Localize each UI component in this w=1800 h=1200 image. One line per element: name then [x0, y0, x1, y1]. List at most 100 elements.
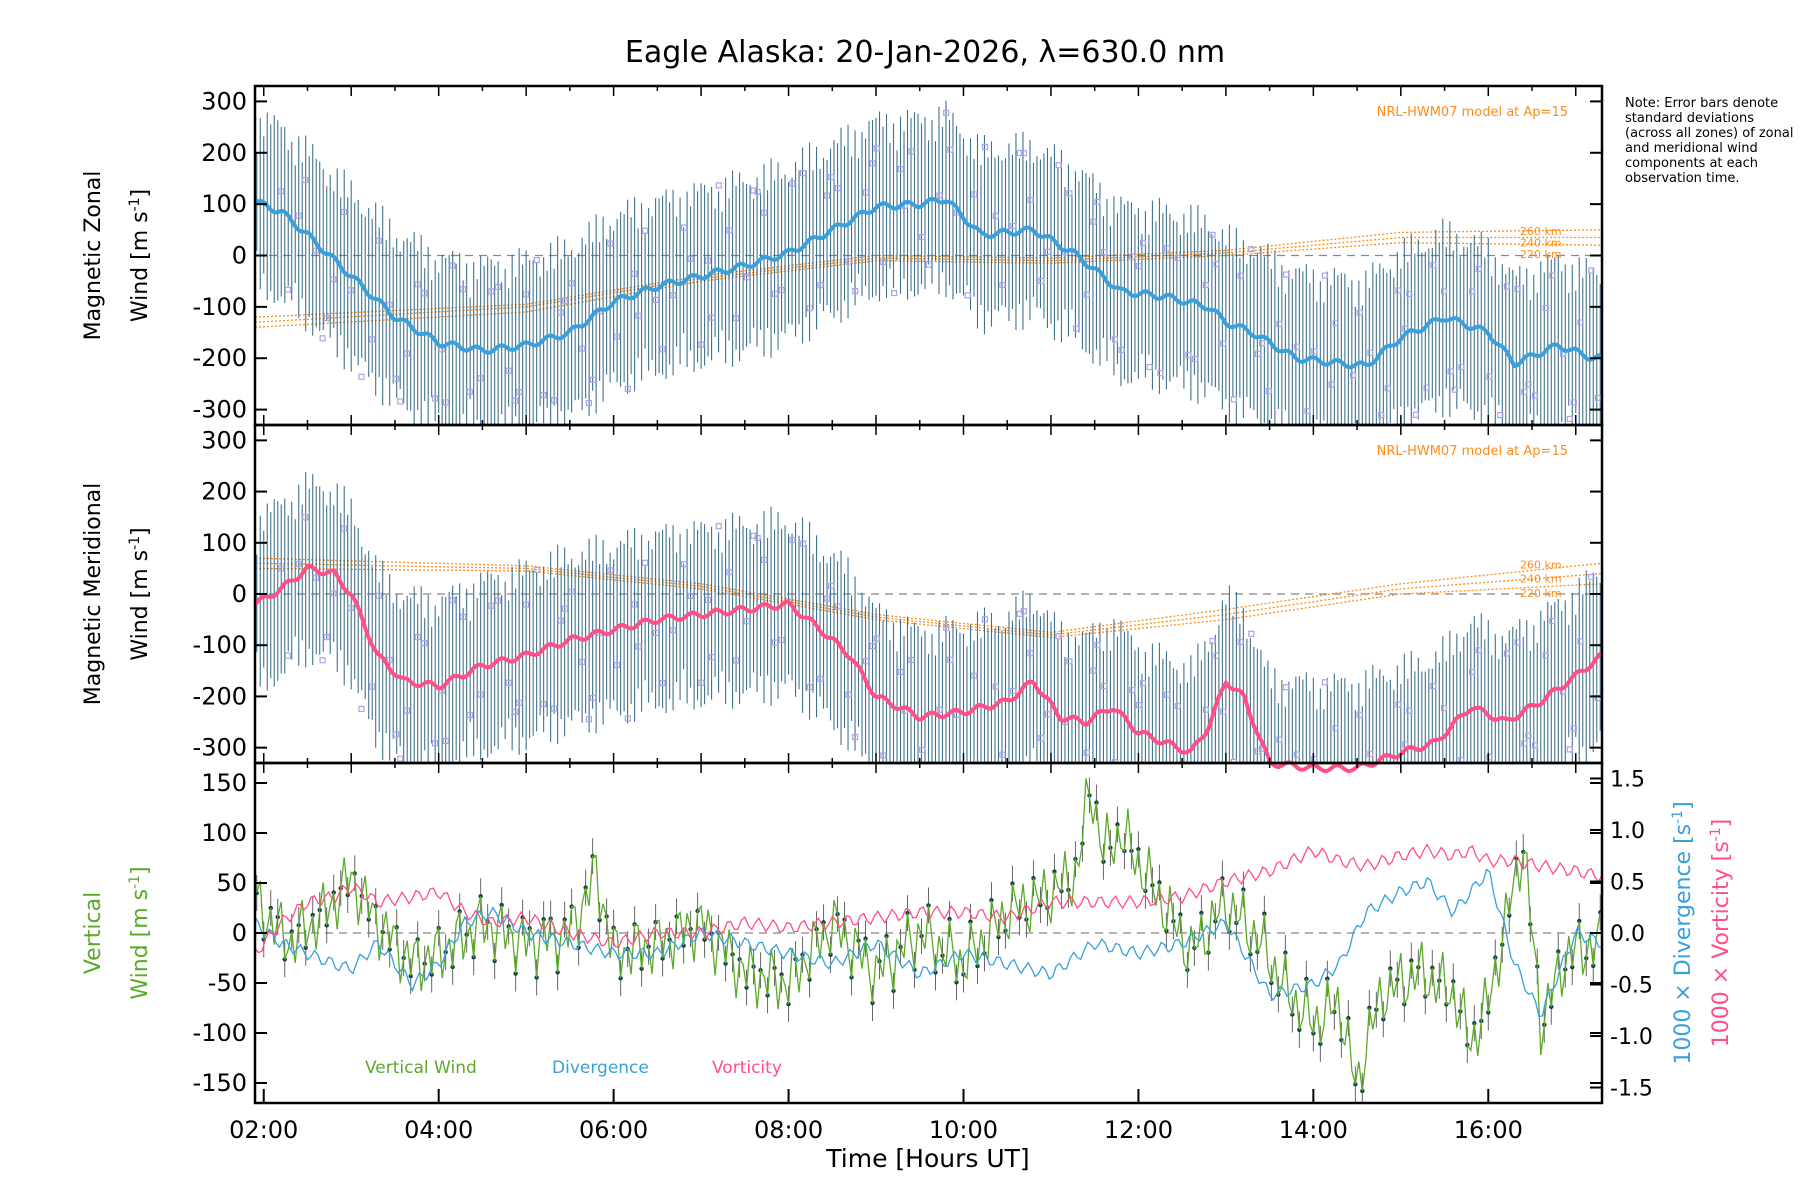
meridional-sample-point — [1139, 680, 1147, 687]
meridional-sample-point — [1566, 746, 1573, 753]
meridional-sample-point — [1367, 750, 1374, 758]
zonal-model-label: NRL-HWM07 model at Ap=15 — [1377, 105, 1568, 120]
meridional-sample-point — [687, 592, 694, 600]
zonal-sample-point — [585, 399, 593, 407]
vertical-wind-line — [256, 778, 1601, 1091]
meridional-sample-point — [999, 751, 1006, 758]
zonal-sample-point — [828, 173, 835, 181]
zonal-sample-point — [1027, 196, 1034, 204]
meridional-sample-point — [834, 603, 841, 610]
meridional-sample-point — [873, 635, 880, 642]
meridional-sample-point — [715, 523, 722, 530]
meridional-sample-point — [1186, 802, 1191, 807]
zonal-sample-point — [1430, 261, 1437, 269]
meridional-sample-point — [589, 694, 597, 702]
zonal-y-tick-label: 100 — [201, 190, 247, 218]
vertical-y-tick-label: 150 — [201, 769, 247, 797]
zonal-sample-point — [460, 286, 467, 293]
meridional-sample-point — [494, 597, 502, 604]
zonal-sample-point — [1276, 320, 1283, 328]
zonal-sample-point — [1265, 388, 1272, 395]
zonal-sample-point — [1340, 437, 1345, 442]
zonal-sample-point — [1174, 254, 1181, 262]
meridional-sample-point — [1402, 741, 1409, 748]
meridional-sample-point — [340, 525, 348, 532]
zonal-sample-point — [806, 305, 813, 312]
meridional-sample-point — [319, 657, 326, 664]
zonal-sample-point — [1220, 340, 1227, 347]
zonal-sample-point — [726, 227, 733, 234]
zonal-sample-point — [1570, 399, 1577, 406]
zonal-sample-point — [488, 288, 495, 295]
meridional-y-tick-label: 300 — [201, 426, 247, 454]
meridional-sample-point — [652, 629, 659, 636]
x-axis-label: Time [Hours UT] — [825, 1144, 1029, 1173]
meridional-sample-point — [1486, 754, 1493, 761]
meridional-sample-point — [1158, 815, 1163, 820]
zonal-sample-point — [579, 345, 586, 352]
meridional-sample-point — [845, 691, 852, 698]
meridional-model-label: NRL-HWM07 model at Ap=15 — [1377, 444, 1568, 459]
zonal-sample-point — [330, 276, 337, 283]
meridional-sample-point — [828, 582, 835, 590]
vertical-y-tick-label: 100 — [201, 819, 247, 847]
meridional-sample-point — [1379, 818, 1384, 823]
zonal-sample-point — [568, 280, 575, 287]
meridional-sample-point — [295, 560, 302, 567]
zonal-y-tick-label: -100 — [193, 293, 247, 321]
zonal-model-altitude-label: 260 km — [1520, 225, 1562, 238]
zonal-sample-point — [1248, 246, 1255, 253]
zonal-sample-point — [1469, 288, 1476, 295]
meridional-sample-point — [1570, 725, 1577, 732]
zonal-sample-point — [743, 274, 750, 281]
meridional-sample-point — [1101, 682, 1108, 690]
zonal-sample-point — [613, 333, 621, 340]
meridional-sample-point — [460, 613, 467, 621]
meridional-sample-point — [540, 700, 547, 708]
zonal-sample-point — [862, 189, 870, 196]
meridional-y-label-line2: Wind [m s-1] — [127, 527, 153, 660]
zonal-y-tick-label: 300 — [201, 87, 247, 115]
meridional-sample-point — [403, 707, 411, 714]
zonal-sample-point — [1055, 162, 1062, 169]
meridional-sample-point — [1356, 711, 1363, 718]
meridional-sample-point — [1340, 841, 1345, 846]
zonal-sample-point — [652, 296, 659, 303]
zonal-sample-point — [715, 182, 722, 189]
zonal-sample-point — [557, 309, 564, 316]
meridional-sample-point — [1577, 638, 1584, 645]
zonal-y-tick-label: -300 — [193, 396, 247, 424]
meridional-sample-point — [1503, 650, 1511, 657]
zonal-sample-point — [421, 290, 428, 297]
zonal-sample-point — [750, 187, 757, 194]
meridional-sample-point — [533, 566, 540, 573]
y2-tick-label: 0.5 — [1610, 870, 1645, 895]
zonal-sample-point — [897, 166, 904, 173]
meridional-sample-point — [421, 640, 428, 647]
zonal-sample-point — [1185, 351, 1192, 358]
vertical-y-label-line1: Vertical — [81, 892, 106, 974]
zonal-sample-point — [761, 209, 768, 216]
zonal-sample-point — [1349, 372, 1357, 379]
zonal-sample-point — [709, 314, 716, 321]
zonal-sample-point — [823, 192, 831, 199]
zonal-sample-point — [505, 367, 512, 374]
zonal-sample-point — [1412, 411, 1420, 418]
zonal-sample-point — [284, 286, 291, 293]
vertical-y-tick-label: 0 — [232, 919, 247, 947]
meridional-model-altitude-label: 220 km — [1520, 587, 1562, 600]
zonal-sample-point — [971, 191, 978, 198]
zonal-sample-point — [1384, 385, 1391, 392]
zonal-sample-point — [733, 315, 740, 322]
meridional-sample-point — [369, 683, 376, 690]
zonal-sample-point — [873, 145, 880, 152]
x-tick-label: 12:00 — [1104, 1116, 1173, 1144]
zonal-sample-point — [754, 188, 761, 196]
zonal-sample-point — [1423, 384, 1430, 391]
zonal-sample-point — [347, 287, 354, 294]
zonal-sample-point — [799, 170, 807, 177]
meridional-sample-point — [375, 592, 382, 599]
zonal-sample-point — [1525, 381, 1532, 388]
zonal-sample-point — [1038, 277, 1045, 285]
meridional-sample-point — [1525, 732, 1532, 739]
